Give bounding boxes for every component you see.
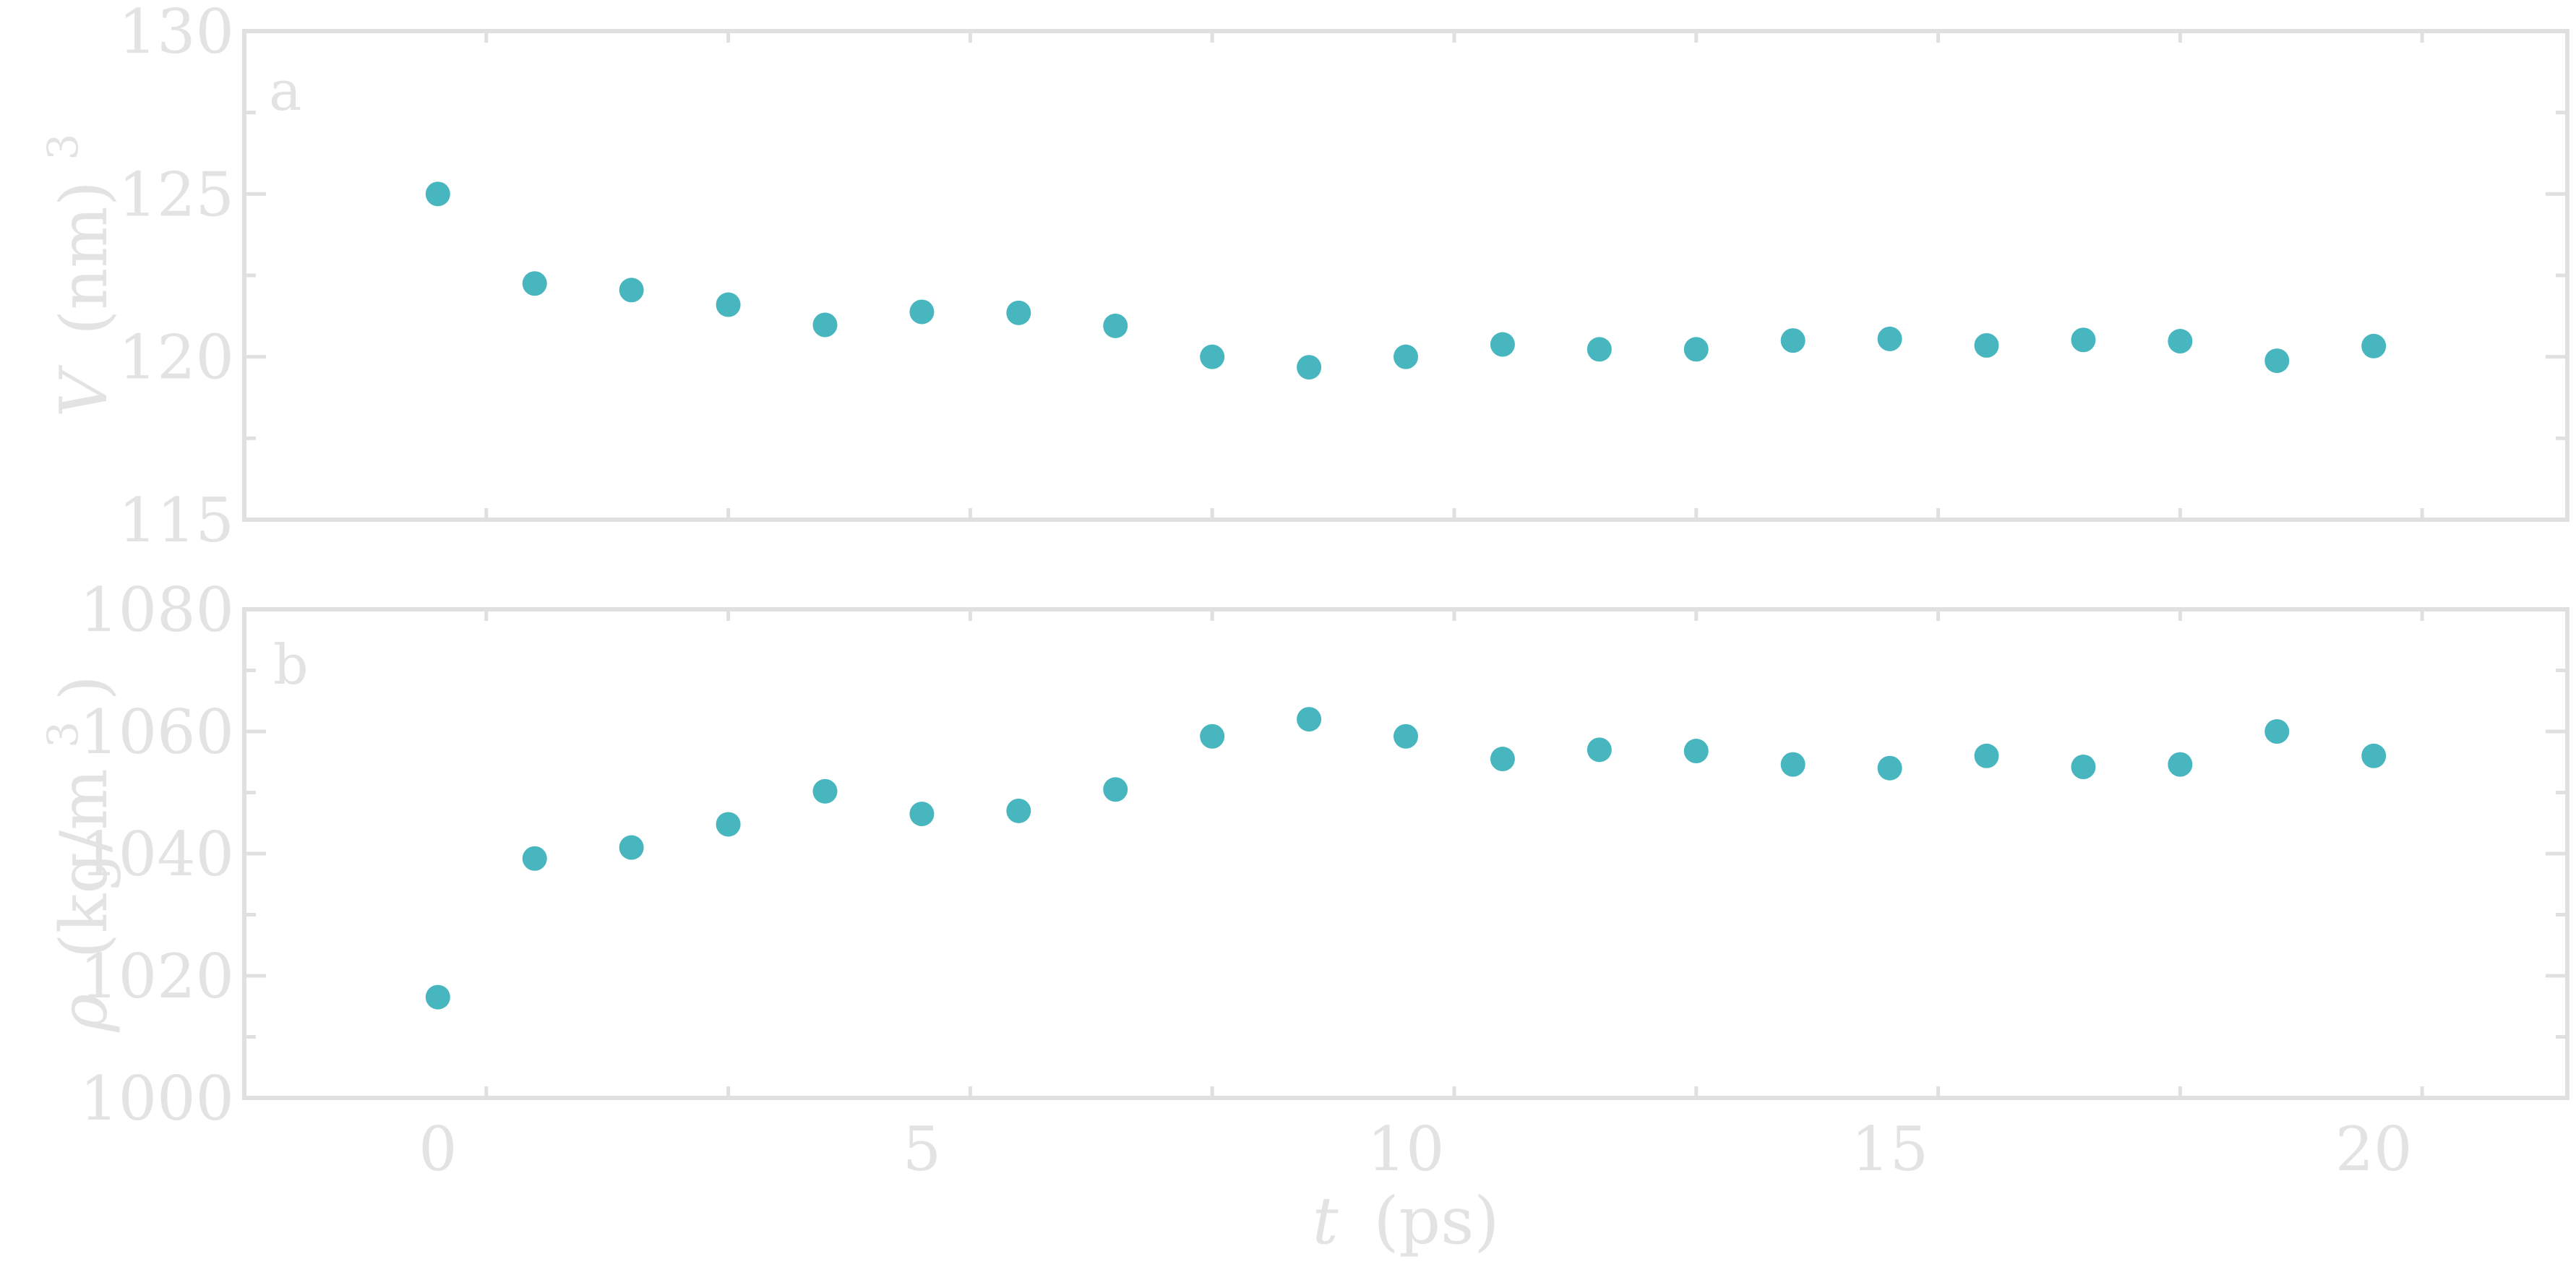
data-point <box>1394 344 1418 369</box>
data-point <box>2071 327 2096 353</box>
data-point <box>716 812 741 837</box>
data-point <box>1877 326 1902 351</box>
data-point <box>1683 337 1709 362</box>
data-point <box>1006 798 1031 823</box>
data-point <box>425 984 450 1010</box>
x-tick-label: 5 <box>903 1114 941 1185</box>
data-point <box>1103 313 1128 338</box>
x-tick-label: 15 <box>1851 1114 1928 1185</box>
data-point <box>2361 743 2387 768</box>
data-point <box>1587 737 1612 763</box>
data-point <box>1103 777 1128 802</box>
panel-b-ylabel-symbol: ρ <box>46 994 122 1033</box>
data-point <box>1974 332 1999 358</box>
panel-a-ylabel: V (nm) 3 <box>38 134 122 418</box>
data-point <box>1006 300 1031 325</box>
data-point <box>1200 344 1225 369</box>
data-point <box>1780 752 1806 777</box>
svg-text:V (nm) 3: V (nm) 3 <box>38 134 122 418</box>
y-tick-label: 1060 <box>80 697 234 768</box>
data-point <box>2264 719 2290 744</box>
y-tick-label: 1040 <box>80 819 234 890</box>
panel-b-ylabel-unit-before: (kg/m <box>46 768 122 958</box>
x-tick-label: 0 <box>418 1114 457 1185</box>
data-point <box>2168 329 2193 354</box>
y-tick-label: 125 <box>119 159 234 230</box>
data-point <box>1297 355 1322 380</box>
data-point <box>1490 747 1515 772</box>
y-tick-label: 120 <box>119 322 234 393</box>
y-tick-label: 1080 <box>80 575 234 645</box>
data-point <box>1200 724 1225 749</box>
data-point <box>1587 337 1612 362</box>
x-axis-label-symbol: t <box>1313 1183 1339 1259</box>
data-point <box>619 278 644 303</box>
data-point <box>1780 328 1806 353</box>
panel-b-ylabel-exponent: 3 <box>38 721 87 748</box>
panel-b-tick-labels: 0 5 10 15 20 1000 1020 1040 1060 1080 <box>80 575 2412 1185</box>
data-point <box>812 778 838 804</box>
panel-a-ylabel-symbol: V <box>46 364 122 417</box>
panel-b-ylabel-unit-after: ) <box>46 675 122 700</box>
panel-a-ylabel-unit: (nm) <box>46 181 122 335</box>
data-point <box>1297 707 1322 732</box>
x-axis-label: t (ps) <box>1313 1183 1500 1259</box>
y-tick-label: 1000 <box>80 1063 234 1134</box>
y-tick-label: 1020 <box>80 941 234 1012</box>
panel-b-frame <box>242 607 2569 1100</box>
panel-a-letter: a <box>269 59 301 123</box>
panel-a-ticks <box>242 29 2567 522</box>
panel-a-tick-labels: 115 120 125 130 <box>119 0 234 556</box>
panel-a-points <box>425 181 2387 380</box>
data-point <box>1877 755 1902 781</box>
x-axis-label-unit: (ps) <box>1373 1183 1499 1259</box>
panel-b: 0 5 10 15 20 1000 1020 1040 1060 1080 b ρ (kg/m 3… <box>17 575 2569 1259</box>
x-tick-label: 10 <box>1368 1114 1445 1185</box>
panel-a-frame <box>242 29 2569 522</box>
data-point <box>425 181 450 207</box>
data-point <box>1490 332 1515 357</box>
data-point <box>2071 755 2096 780</box>
panel-b-ylabel: ρ (kg/m 3 ) <box>17 675 122 1033</box>
y-tick-label: 115 <box>119 485 234 556</box>
panel-b-letter: b <box>273 632 309 697</box>
data-point <box>2361 333 2387 359</box>
data-point <box>1394 724 1418 749</box>
data-point <box>2264 348 2290 374</box>
data-point <box>909 802 935 827</box>
data-point <box>909 299 935 325</box>
x-tick-label: 20 <box>2335 1114 2413 1185</box>
data-point <box>522 271 547 296</box>
data-point <box>716 292 741 317</box>
panel-b-ticks <box>242 607 2567 1100</box>
y-tick-label: 130 <box>119 0 234 67</box>
data-point <box>2168 752 2193 777</box>
panel-b-points <box>425 707 2387 1010</box>
data-point <box>1683 739 1709 764</box>
panel-a-ylabel-exponent: 3 <box>38 134 87 160</box>
data-point <box>1974 743 1999 768</box>
data-point <box>812 312 838 338</box>
panel-a: 115 120 125 130 a V (nm) 3 <box>38 0 2569 556</box>
data-point <box>619 835 644 860</box>
data-point <box>522 846 547 871</box>
svg-text:ρ (kg/m 3: ρ (kg/m 3 ) <box>17 675 122 1033</box>
